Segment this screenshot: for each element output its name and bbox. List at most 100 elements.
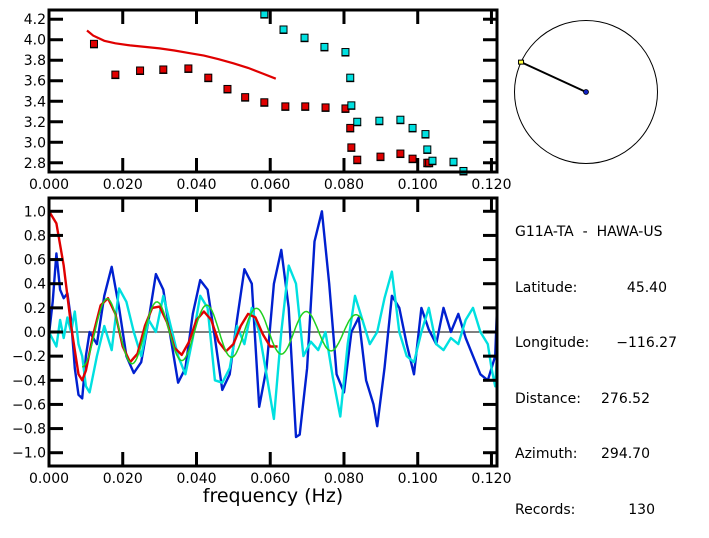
correlation-ytick-label: −0.8 xyxy=(12,422,46,438)
correlation-xtick-label: 0.100 xyxy=(398,471,438,487)
dispersion-xtick-label: 0.060 xyxy=(250,177,290,193)
distance-row: Distance: 276.52 xyxy=(515,390,677,409)
correlation-ytick-label: 0.4 xyxy=(24,277,46,293)
dispersion-ytick-label: 3.2 xyxy=(24,115,46,131)
cyan-measurements-point xyxy=(421,130,430,139)
dispersion-xtick-label: 0.120 xyxy=(471,177,511,193)
red-measurements-point xyxy=(408,154,417,163)
plots-canvas: 0.000 0.020 0.040 0.060 0.080 0.100 0.120 4.2 4.… xyxy=(12,8,658,507)
dispersion-ytick-label: 4.0 xyxy=(24,33,46,49)
red-measurements-point xyxy=(223,84,232,93)
correlation-ytick-label: 1.0 xyxy=(24,204,46,220)
red-measurements-point xyxy=(376,152,385,161)
red-series-line xyxy=(47,210,278,382)
model-curve-line xyxy=(86,29,277,80)
latitude-row: Latitude: 45.40 xyxy=(515,279,677,298)
cyan-measurements-point xyxy=(320,42,329,51)
longitude-row: Longitude: −116.27 xyxy=(515,334,677,353)
azimuth-value: 294.70 xyxy=(601,446,650,462)
latitude-label: Latitude: xyxy=(515,279,578,296)
correlation-ytick-label: −0.4 xyxy=(12,373,46,389)
correlation-xtick-label: 0.000 xyxy=(29,471,69,487)
records-value: 130 xyxy=(628,501,655,518)
correlation-ytick-label: −0.2 xyxy=(12,349,46,365)
red-measurements-point xyxy=(241,93,250,102)
cyan-measurements-point xyxy=(341,48,350,57)
azimuth-label: Azimuth: xyxy=(515,446,578,462)
cyan-measurements-point xyxy=(353,117,362,126)
red-measurements-point xyxy=(347,143,356,152)
red-measurements-point xyxy=(321,103,330,112)
correlation-ticks: 0.000 0.020 0.040 0.060 0.080 0.100 0.120 1.0 0.… xyxy=(12,198,512,487)
dispersion-xtick-label: 0.000 xyxy=(29,177,69,193)
dispersion-xtick-label: 0.100 xyxy=(398,177,438,193)
records-label: Records: xyxy=(515,501,576,518)
cyan-measurements-point xyxy=(300,33,309,42)
correlation-xtick-label: 0.020 xyxy=(103,471,143,487)
red-measurements-point xyxy=(346,123,355,132)
dispersion-ytick-label: 3.6 xyxy=(24,74,46,90)
correlation-ytick-label: 0.6 xyxy=(24,253,46,269)
red-measurements-point xyxy=(260,98,269,107)
cyan-measurements-point xyxy=(396,115,405,124)
azimuth-line xyxy=(520,61,587,93)
distance-label: Distance: xyxy=(515,390,581,407)
dispersion-xtick-label: 0.080 xyxy=(324,177,364,193)
dispersion-ytick-label: 3.0 xyxy=(24,135,46,151)
red-measurements-point xyxy=(89,39,98,48)
correlation-xtick-label: 0.120 xyxy=(471,471,511,487)
dispersion-ytick-label: 2.8 xyxy=(24,156,46,172)
cyan-measurements-point xyxy=(423,145,432,154)
red-measurements-point xyxy=(111,70,120,79)
dispersion-ytick-label: 4.2 xyxy=(24,12,46,28)
red-measurements-point xyxy=(281,102,290,111)
correlation-ytick-label: 0.0 xyxy=(24,325,46,341)
blue-series-line xyxy=(47,210,499,439)
dispersion-marks xyxy=(86,10,468,176)
center-marker xyxy=(583,89,589,95)
dispersion-ytick-label: 3.8 xyxy=(24,53,46,69)
green-series-line xyxy=(81,297,364,368)
correlation-ytick-label: −0.6 xyxy=(12,397,46,413)
distance-value: 276.52 xyxy=(601,390,650,407)
correlation-plot: 0.000 0.020 0.040 0.060 0.080 0.100 0.120 1.0 0.… xyxy=(12,196,512,507)
azimuth-diagram xyxy=(514,20,658,164)
dispersion-plot-frame xyxy=(47,8,499,174)
cyan-measurements-point xyxy=(347,101,356,110)
x-axis-label: frequency (Hz) xyxy=(203,485,343,507)
azimuth-circle xyxy=(514,20,658,164)
dispersion-ticks: 0.000 0.020 0.040 0.060 0.080 0.100 0.120 4.2 4.… xyxy=(24,10,512,193)
cyan-measurements-point xyxy=(279,25,288,34)
dispersion-ytick-label: 3.4 xyxy=(24,94,46,110)
cyan-measurements-point xyxy=(375,116,384,125)
cyan-measurements-point xyxy=(449,157,458,166)
cyan-measurements-point xyxy=(428,156,437,165)
red-measurements-point xyxy=(204,73,213,82)
station-pair-title: G11A-TA - HAWA-US xyxy=(515,224,663,240)
dispersion-xtick-label: 0.040 xyxy=(176,177,216,193)
red-measurements-point xyxy=(136,66,145,75)
cyan-measurements-point xyxy=(408,123,417,132)
correlation-xtick-label: 0.080 xyxy=(324,471,364,487)
azimuth-row: Azimuth: 294.70 xyxy=(515,445,677,464)
correlation-ytick-label: −1.0 xyxy=(12,446,46,462)
station-marker xyxy=(518,59,525,65)
dispersion-plot: 0.000 0.020 0.040 0.060 0.080 0.100 0.120 4.2 4.… xyxy=(24,8,512,193)
cyan-measurements-point xyxy=(260,10,269,19)
correlation-xtick-label: 0.060 xyxy=(250,471,290,487)
correlation-ytick-label: 0.8 xyxy=(24,228,46,244)
dispersion-xtick-label: 0.020 xyxy=(103,177,143,193)
longitude-value: −116.27 xyxy=(616,335,677,351)
correlation-ytick-label: 0.2 xyxy=(24,301,46,317)
records-row: Records: 130 xyxy=(515,501,677,520)
red-measurements-point xyxy=(396,149,405,158)
red-measurements-point xyxy=(353,155,362,164)
station-info-panel: G11A-TA - HAWA-US Latitude: 45.40 Longit… xyxy=(515,186,677,538)
longitude-label: Longitude: xyxy=(515,335,590,351)
red-measurements-point xyxy=(184,64,193,73)
latitude-value: 45.40 xyxy=(626,279,667,296)
correlation-marks xyxy=(47,210,499,439)
cyan-measurements-point xyxy=(346,73,355,82)
correlation-xtick-label: 0.040 xyxy=(176,471,216,487)
red-measurements-point xyxy=(159,65,168,74)
